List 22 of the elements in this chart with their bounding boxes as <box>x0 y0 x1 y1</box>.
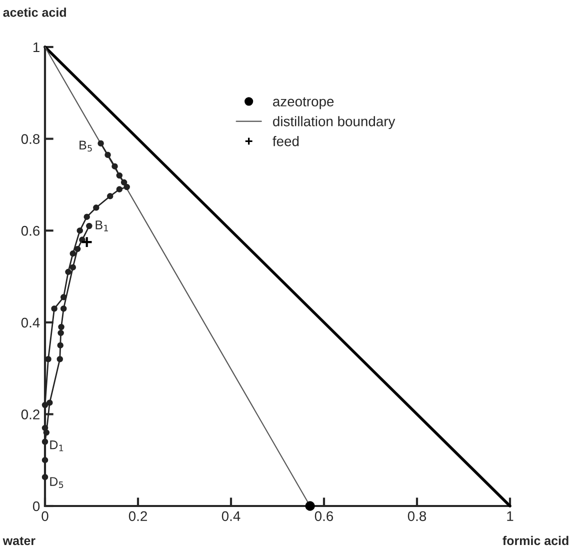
text: formic acid <box>502 536 568 546</box>
x-tick-label: 0 <box>42 511 48 522</box>
x-tick-label: 0.6 <box>314 511 334 522</box>
y-tick-label: 0 <box>32 501 40 512</box>
x-tick-label: 0.4 <box>222 511 240 522</box>
y-tick-label: 0.8 <box>21 134 40 144</box>
annotation: B$_{1}$ <box>96 220 108 232</box>
y-tick-label: 0.2 <box>21 410 40 420</box>
legend-label: distillation boundary <box>273 116 396 130</box>
x-tick-label: 1 <box>507 511 514 521</box>
text: acetic acid <box>3 8 66 17</box>
legend-label: feed <box>272 136 299 146</box>
x-tick-label: 0.2 <box>128 511 147 522</box>
y-tick-label: 0.4 <box>21 318 40 328</box>
y-tick-label: 0.6 <box>21 226 40 236</box>
y-tick-label: 1 <box>33 42 40 52</box>
annotation: D$_{1}$ <box>50 440 64 452</box>
annotation: B$_{5}$ <box>80 140 92 152</box>
legend-label: azeotrope <box>273 97 334 110</box>
x-tick-label: 0.8 <box>408 511 426 522</box>
annotation: D$_{5}$ <box>50 477 64 488</box>
text: water <box>2 536 36 546</box>
